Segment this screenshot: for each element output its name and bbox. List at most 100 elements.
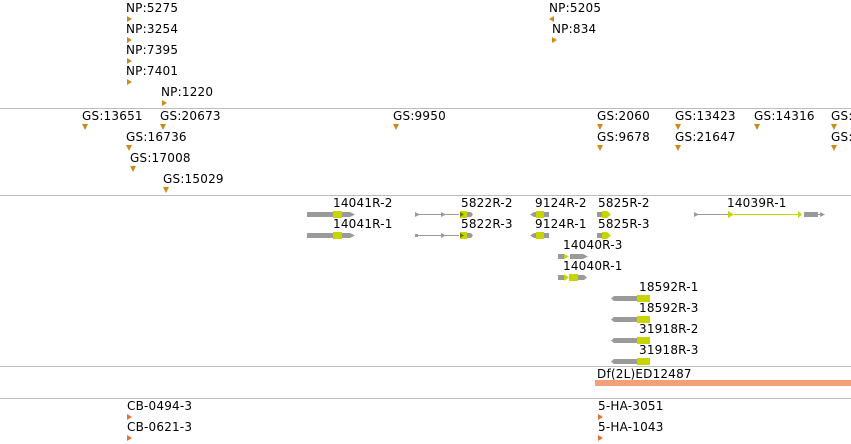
transcript-model: [611, 358, 650, 365]
transcript-model: [597, 232, 611, 239]
np-marker-icon: [127, 16, 132, 22]
transcript[interactable]: 5825R-2: [597, 197, 657, 218]
np-marker-icon: [162, 100, 167, 106]
gs-label: GS:20673: [160, 109, 221, 123]
np-marker-icon: [127, 37, 132, 43]
transcript[interactable]: 14040R-3: [558, 239, 628, 260]
transcript-label: 31918R-3: [639, 343, 699, 357]
transcript[interactable]: 9124R-1: [530, 218, 592, 239]
track-separator: [0, 366, 851, 367]
gene-track: 14041R-2 14041R-1 5822R-2 5822R-3: [0, 196, 851, 366]
transcript[interactable]: 14039R-1: [694, 197, 851, 218]
gs-marker-icon: [160, 124, 166, 130]
transcript-model: [558, 254, 588, 259]
transcript[interactable]: 14040R-1: [558, 260, 628, 281]
stock-marker-icon: [127, 414, 132, 420]
transcript-model: [415, 211, 473, 218]
np-label: NP:1220: [161, 85, 214, 99]
gs-label: GS:14316: [754, 109, 815, 123]
stock-label: 5-HA-1043: [598, 420, 664, 434]
gs-label: GS:2060: [597, 109, 650, 123]
deletion-track: Df(2L)ED12487: [0, 367, 851, 398]
transcript-label: 31918R-2: [639, 322, 699, 336]
gs-marker-icon: [130, 166, 136, 172]
deletion-feature[interactable]: Df(2L)ED12487: [595, 368, 851, 388]
transcript-model: [307, 211, 355, 218]
transcript-model: [694, 211, 825, 218]
gs-marker-icon: [754, 124, 760, 130]
gs-marker-icon: [597, 124, 603, 130]
transcript-model: [611, 337, 650, 344]
transcript-label: 14041R-1: [333, 217, 393, 231]
np-label: NP:7395: [126, 43, 179, 57]
transcript[interactable]: 31918R-2: [611, 323, 711, 344]
stock-marker-icon: [598, 435, 603, 441]
transcript-model: [597, 211, 611, 218]
transcript-label: 14040R-3: [563, 238, 623, 252]
track-separator: [0, 108, 851, 109]
gs-label: GS:9678: [597, 130, 650, 144]
transcript-label: 9124R-1: [535, 217, 587, 231]
gs-label: GS:16736: [126, 130, 187, 144]
gs-label: GS:21647: [675, 130, 736, 144]
transcript[interactable]: 14041R-2: [307, 197, 392, 218]
transcript[interactable]: 31918R-3: [611, 344, 711, 365]
np-label: NP:5275: [126, 1, 179, 15]
transcript-label: 14039R-1: [727, 196, 787, 210]
gs-marker-icon: [831, 124, 837, 130]
transcript-model: [530, 211, 549, 218]
transcript-model: [530, 232, 549, 239]
deletion-bar: [595, 380, 851, 386]
gs-marker-icon: [675, 145, 681, 151]
transcript-label: 5822R-2: [461, 196, 513, 210]
transcript-label: 18592R-1: [639, 280, 699, 294]
transcript-label: 18592R-3: [639, 301, 699, 315]
gs-label: GS:13423: [675, 109, 736, 123]
gs-marker-icon: [675, 124, 681, 130]
transcript[interactable]: 18592R-3: [611, 302, 711, 323]
gs-marker-icon: [831, 145, 837, 151]
gs-marker-icon: [163, 187, 169, 193]
gs-track: GS:13651 GS:20673 GS:16736 GS:17008 GS:1…: [0, 109, 851, 195]
transcript-label: 5822R-3: [461, 217, 513, 231]
transcript-label: 9124R-2: [535, 196, 587, 210]
transcript-model: [558, 274, 587, 281]
stock-track: CB-0494-3 CB-0621-3 5-HA-3051 5-HA-1043: [0, 399, 851, 444]
track-separator: [0, 398, 851, 399]
transcript[interactable]: 5822R-2: [415, 197, 525, 218]
gs-label: GS:: [831, 130, 851, 144]
transcript-label: 5825R-3: [598, 217, 650, 231]
transcript-model: [415, 232, 473, 239]
np-marker-icon: [127, 79, 132, 85]
transcript-label: 14040R-1: [563, 259, 623, 273]
track-separator: [0, 195, 851, 196]
np-marker-icon: [549, 16, 554, 22]
gs-label: GS:15029: [163, 172, 224, 186]
transcript[interactable]: 9124R-2: [530, 197, 592, 218]
transcript[interactable]: 5822R-3: [415, 218, 525, 239]
transcript-model: [611, 295, 650, 302]
transcript[interactable]: 18592R-1: [611, 281, 711, 302]
np-marker-icon: [552, 37, 557, 43]
transcript-label: 5825R-2: [598, 196, 650, 210]
gs-marker-icon: [597, 145, 603, 151]
np-track: NP:5275 NP:3254 NP:7395 NP:7401 NP:1220 …: [0, 0, 851, 108]
stock-label: 5-HA-3051: [598, 399, 664, 413]
stock-marker-icon: [598, 414, 603, 420]
stock-label: CB-0621-3: [127, 420, 193, 434]
np-label: NP:7401: [126, 64, 179, 78]
deletion-label: Df(2L)ED12487: [597, 367, 692, 381]
gs-marker-icon: [82, 124, 88, 130]
gs-marker-icon: [126, 145, 132, 151]
transcript[interactable]: 5825R-3: [597, 218, 657, 239]
gs-marker-icon: [393, 124, 399, 130]
transcript[interactable]: 14041R-1: [307, 218, 392, 239]
gs-label: GS:13651: [82, 109, 143, 123]
np-label: NP:3254: [126, 22, 179, 36]
gs-label: GS:17008: [130, 151, 191, 165]
transcript-label: 14041R-2: [333, 196, 393, 210]
gs-label: GS:: [831, 109, 851, 123]
stock-label: CB-0494-3: [127, 399, 193, 413]
transcript-model: [307, 232, 355, 239]
np-marker-icon: [127, 58, 132, 64]
